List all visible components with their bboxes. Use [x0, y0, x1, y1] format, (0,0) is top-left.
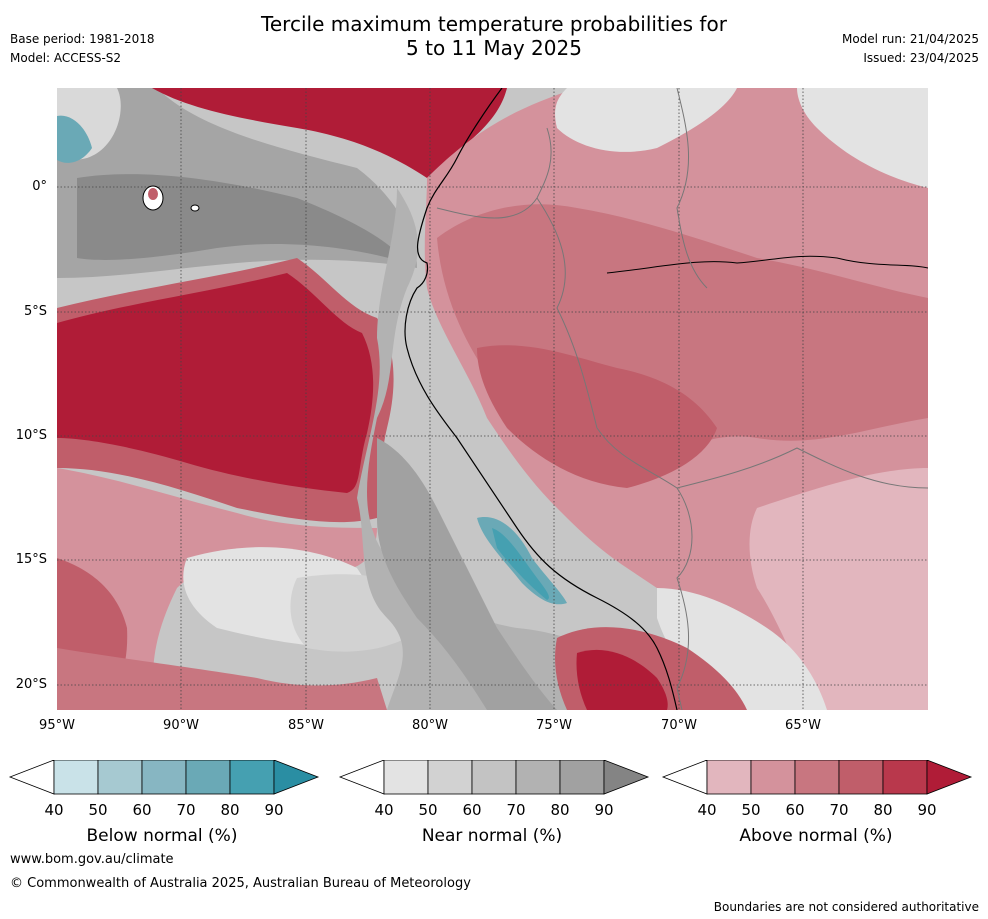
below-normal-zone	[57, 115, 92, 163]
country-border	[676, 447, 928, 489]
country-border	[676, 88, 708, 289]
below-normal-label: Below normal (%)	[86, 826, 238, 846]
near-normal-label: Near normal (%)	[421, 826, 563, 846]
lon-label: 70°W	[661, 718, 697, 733]
colorbar-near	[338, 760, 650, 795]
colorbar-tick-label: 40	[374, 801, 394, 819]
colorbar-tick-label: 70	[829, 801, 849, 819]
colorbar-segment	[559, 760, 605, 795]
below-normal-zone	[492, 528, 549, 600]
colorbar-tick-label: 80	[873, 801, 893, 819]
colorbar-tick-label: 80	[550, 801, 570, 819]
issued-label: Issued: 23/04/2025	[863, 51, 979, 65]
colorbar-tick-label: 80	[220, 801, 240, 819]
lon-label: 80°W	[412, 718, 448, 733]
colorbar-segment	[838, 760, 884, 795]
colorbar-tick-label: 60	[785, 801, 805, 819]
copyright-text: © Commonwealth of Australia 2025, Austra…	[10, 876, 471, 891]
lat-label: 5°S	[23, 304, 47, 319]
lat-label: 15°S	[15, 552, 47, 567]
colorbar-tick-label: 60	[132, 801, 152, 819]
colorbar-segment	[141, 760, 187, 795]
meta-left: Base period: 1981-2018 Model: ACCESS-S2	[10, 32, 155, 70]
lon-label: 95°W	[39, 718, 75, 733]
colorbar-left-extension	[661, 760, 708, 795]
colorbar-tick-label: 90	[594, 801, 614, 819]
colorbar-segment	[427, 760, 473, 795]
boundaries-note: Boundaries are not considered authoritat…	[713, 900, 979, 914]
colorbar-segment	[229, 760, 275, 795]
colorbar-segment	[383, 760, 429, 795]
colorbar-tick-label: 70	[506, 801, 526, 819]
lon-label: 90°W	[163, 718, 199, 733]
colorbar-segment	[706, 760, 752, 795]
graticule	[57, 88, 928, 710]
colorbar-left-extension	[338, 760, 385, 795]
coastline	[404, 88, 678, 710]
colorbar-segment	[53, 760, 99, 795]
lat-label: 20°S	[15, 677, 47, 692]
amazon-river	[606, 255, 928, 274]
colorbar-tick-label: 50	[418, 801, 438, 819]
country-border	[536, 197, 693, 710]
colorbar-right-extension	[273, 760, 320, 795]
colorbar-segment	[882, 760, 928, 795]
above-normal-zone	[477, 345, 717, 488]
colorbar-above	[661, 760, 973, 795]
model-run-label: Model run: 21/04/2025	[841, 32, 979, 46]
map-svg	[57, 88, 928, 710]
footer-url-link[interactable]: www.bom.gov.au/climate	[10, 852, 174, 867]
colorbar-tick-label: 50	[88, 801, 108, 819]
colorbar-tick-label: 70	[176, 801, 196, 819]
chart-title: Tercile maximum temperature probabilitie…	[0, 12, 988, 60]
title-line-1: Tercile maximum temperature probabilitie…	[261, 12, 727, 36]
colorbar-segment	[794, 760, 840, 795]
colorbar-below	[8, 760, 320, 795]
colorbar-tick-label: 40	[44, 801, 64, 819]
lon-label: 85°W	[288, 718, 324, 733]
colorbar-tick-label: 90	[264, 801, 284, 819]
colorbar-right-extension	[603, 760, 650, 795]
colorbar-segment	[515, 760, 561, 795]
above-normal-zone	[57, 468, 377, 710]
colorbar-segment	[471, 760, 517, 795]
lon-label: 75°W	[536, 718, 572, 733]
above-normal-zone	[57, 273, 374, 493]
meta-right: Model run: 21/04/2025 Issued: 23/04/2025	[842, 32, 979, 70]
lat-label: 10°S	[15, 428, 47, 443]
colorbar-right-extension	[926, 760, 973, 795]
above-normal-label: Above normal (%)	[739, 826, 893, 846]
above-normal-zone	[576, 649, 668, 710]
colorbar-segment	[97, 760, 143, 795]
above-normal-zone	[57, 648, 387, 710]
title-line-2: 5 to 11 May 2025	[406, 36, 582, 60]
above-normal-zone	[152, 88, 507, 178]
near-normal-zone	[377, 438, 557, 710]
colorbar-tick-label: 50	[741, 801, 761, 819]
lat-label: 0°	[32, 179, 47, 194]
colorbar-segment	[750, 760, 796, 795]
near-normal-zone	[555, 88, 737, 152]
colorbar-segment	[185, 760, 231, 795]
colorbars	[8, 760, 973, 795]
base-period-label: Base period: 1981-2018	[10, 32, 155, 46]
near-normal-zone	[797, 88, 928, 188]
colorbar-tick-label: 60	[462, 801, 482, 819]
galapagos-islands	[142, 185, 200, 212]
colorbar-tick-label: 90	[917, 801, 937, 819]
colorbar-left-extension	[8, 760, 55, 795]
lon-label: 65°W	[785, 718, 821, 733]
above-normal-zone	[749, 468, 928, 710]
model-label: Model: ACCESS-S2	[10, 51, 122, 65]
colorbar-tick-label: 40	[697, 801, 717, 819]
probability-map	[57, 88, 928, 710]
